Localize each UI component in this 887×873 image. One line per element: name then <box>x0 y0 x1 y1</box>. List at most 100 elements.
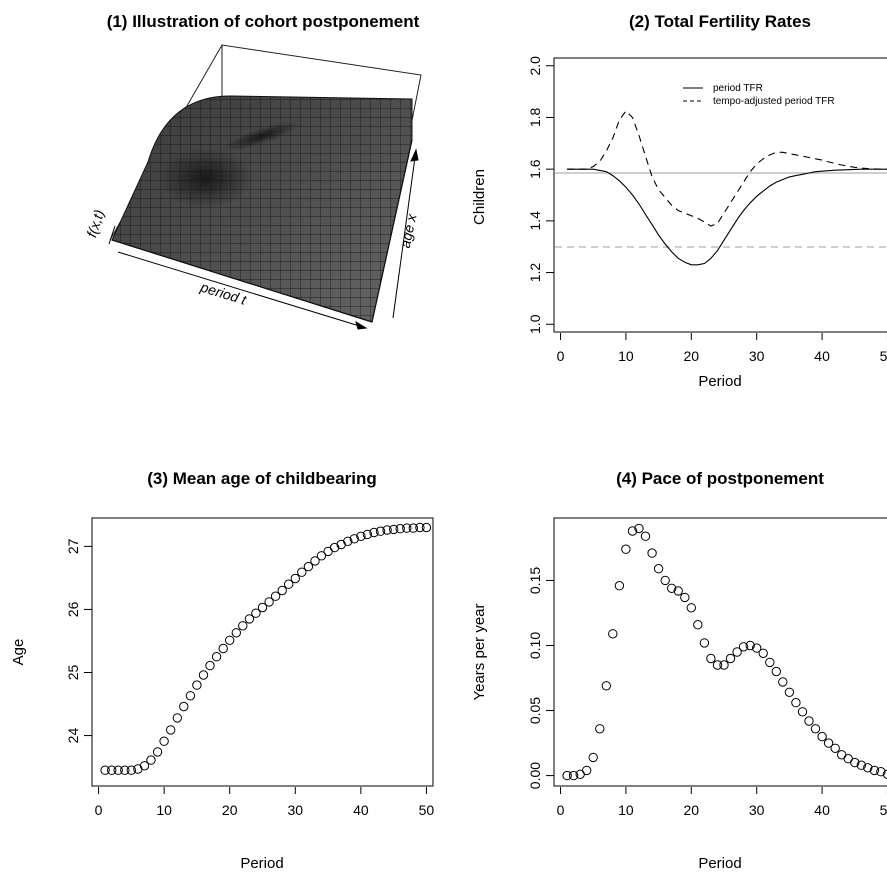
data-point <box>231 628 242 638</box>
series-line-period-tfr <box>567 168 887 266</box>
data-point <box>738 642 749 652</box>
data-point <box>856 760 866 770</box>
x-tick-label: 0 <box>95 802 103 818</box>
data-point <box>152 747 163 757</box>
x-tick-label: 50 <box>419 802 435 818</box>
legend-label-period-tfr: period TFR <box>713 83 763 94</box>
data-point <box>329 542 340 553</box>
data-point <box>673 586 683 596</box>
panel-mean-age: (3) Mean age of childbearing 0 10 20 30 40 50… <box>10 469 434 872</box>
panel4-x-axis: 0 10 20 30 40 50 <box>557 787 887 818</box>
data-point <box>356 531 366 541</box>
data-point <box>251 608 261 618</box>
data-point <box>192 680 202 690</box>
data-point <box>686 603 696 613</box>
data-point <box>218 643 228 654</box>
panel1-title: (1) Illustration of cohort postponement <box>107 12 420 31</box>
data-point <box>693 620 703 630</box>
x-tick-label: 40 <box>814 802 830 818</box>
data-point <box>752 643 762 653</box>
y-tick-label: 27 <box>65 538 81 554</box>
data-point <box>375 526 386 536</box>
y-tick-label: 24 <box>65 728 81 744</box>
data-point <box>415 522 425 533</box>
data-point <box>850 757 860 768</box>
data-point <box>640 531 651 541</box>
data-point <box>765 657 775 668</box>
x-tick-label: 10 <box>618 348 634 364</box>
data-point <box>316 551 327 561</box>
data-point <box>869 765 880 776</box>
data-point <box>568 770 579 781</box>
y-tick-label: 0.15 <box>527 567 543 594</box>
data-point <box>185 691 196 701</box>
y-tick-label: 0.05 <box>527 697 543 724</box>
data-point <box>882 769 887 779</box>
x-tick-label: 40 <box>814 348 830 364</box>
data-point <box>719 660 729 670</box>
data-point <box>244 614 255 624</box>
data-point <box>277 585 287 596</box>
data-point <box>745 640 755 651</box>
data-point <box>336 539 346 550</box>
y-tick-label: 0.10 <box>527 632 543 659</box>
panel2-y-axis: 1.0 1.2 1.4 1.6 1.8 2.0 <box>527 56 554 334</box>
x-tick-label: 30 <box>749 802 765 818</box>
x-tick-label: 20 <box>684 802 700 818</box>
data-point <box>817 731 827 742</box>
y-tick-label: 26 <box>65 601 81 617</box>
data-point <box>349 534 359 544</box>
data-point <box>100 765 110 775</box>
data-point <box>582 765 592 776</box>
data-point <box>421 522 432 533</box>
data-point <box>621 544 631 554</box>
y-tick-label: 2.0 <box>527 56 543 76</box>
data-point <box>810 724 821 734</box>
panel3-ylabel: Age <box>10 639 27 666</box>
data-point <box>706 653 716 664</box>
surface-age-label: age x <box>397 212 420 250</box>
data-point <box>395 524 405 534</box>
panel2-x-axis: 0 10 20 30 40 50 <box>557 333 887 364</box>
y-tick-label: 1.4 <box>527 211 543 231</box>
data-point <box>712 660 723 670</box>
data-point <box>270 591 281 601</box>
data-point <box>303 561 314 572</box>
y-tick-label: 1.6 <box>527 159 543 179</box>
data-point <box>290 573 300 584</box>
data-point <box>660 575 670 586</box>
data-point <box>758 648 768 658</box>
data-point <box>126 765 137 775</box>
data-point <box>614 581 625 591</box>
data-point <box>653 564 664 574</box>
data-point <box>225 635 235 645</box>
data-point <box>680 592 690 603</box>
x-tick-label: 50 <box>880 802 887 818</box>
data-point <box>172 713 183 723</box>
data-point <box>205 660 215 671</box>
data-point <box>562 770 572 781</box>
data-point <box>297 567 307 577</box>
x-tick-label: 30 <box>749 348 765 364</box>
data-point <box>627 526 638 536</box>
panel4-points <box>562 523 887 781</box>
x-tick-label: 50 <box>880 348 887 364</box>
legend-label-tempo-adjusted: tempo-adjusted period TFR <box>713 96 835 107</box>
panel4-title: (4) Pace of postponement <box>616 469 824 488</box>
data-point <box>732 647 742 657</box>
surface-z-label: f(x,t) <box>83 208 107 240</box>
panel4-frame <box>553 517 887 787</box>
panel-tfr: (2) Total Fertility Rates 0 10 20 30 40 50 1.… <box>471 12 887 390</box>
panel2-frame <box>553 57 887 333</box>
panel3-x-axis: 0 10 20 30 40 50 <box>95 787 435 818</box>
data-point <box>139 761 150 771</box>
panel2-title: (2) Total Fertility Rates <box>629 12 811 31</box>
data-point <box>699 638 710 648</box>
data-point <box>257 602 268 613</box>
data-point <box>146 755 156 765</box>
data-point <box>113 765 123 775</box>
panel3-y-axis: 24 25 26 27 <box>65 538 92 743</box>
panel-surface: (1) Illustration of cohort postponement … <box>83 12 422 330</box>
data-point <box>198 670 209 680</box>
data-point <box>284 579 294 589</box>
